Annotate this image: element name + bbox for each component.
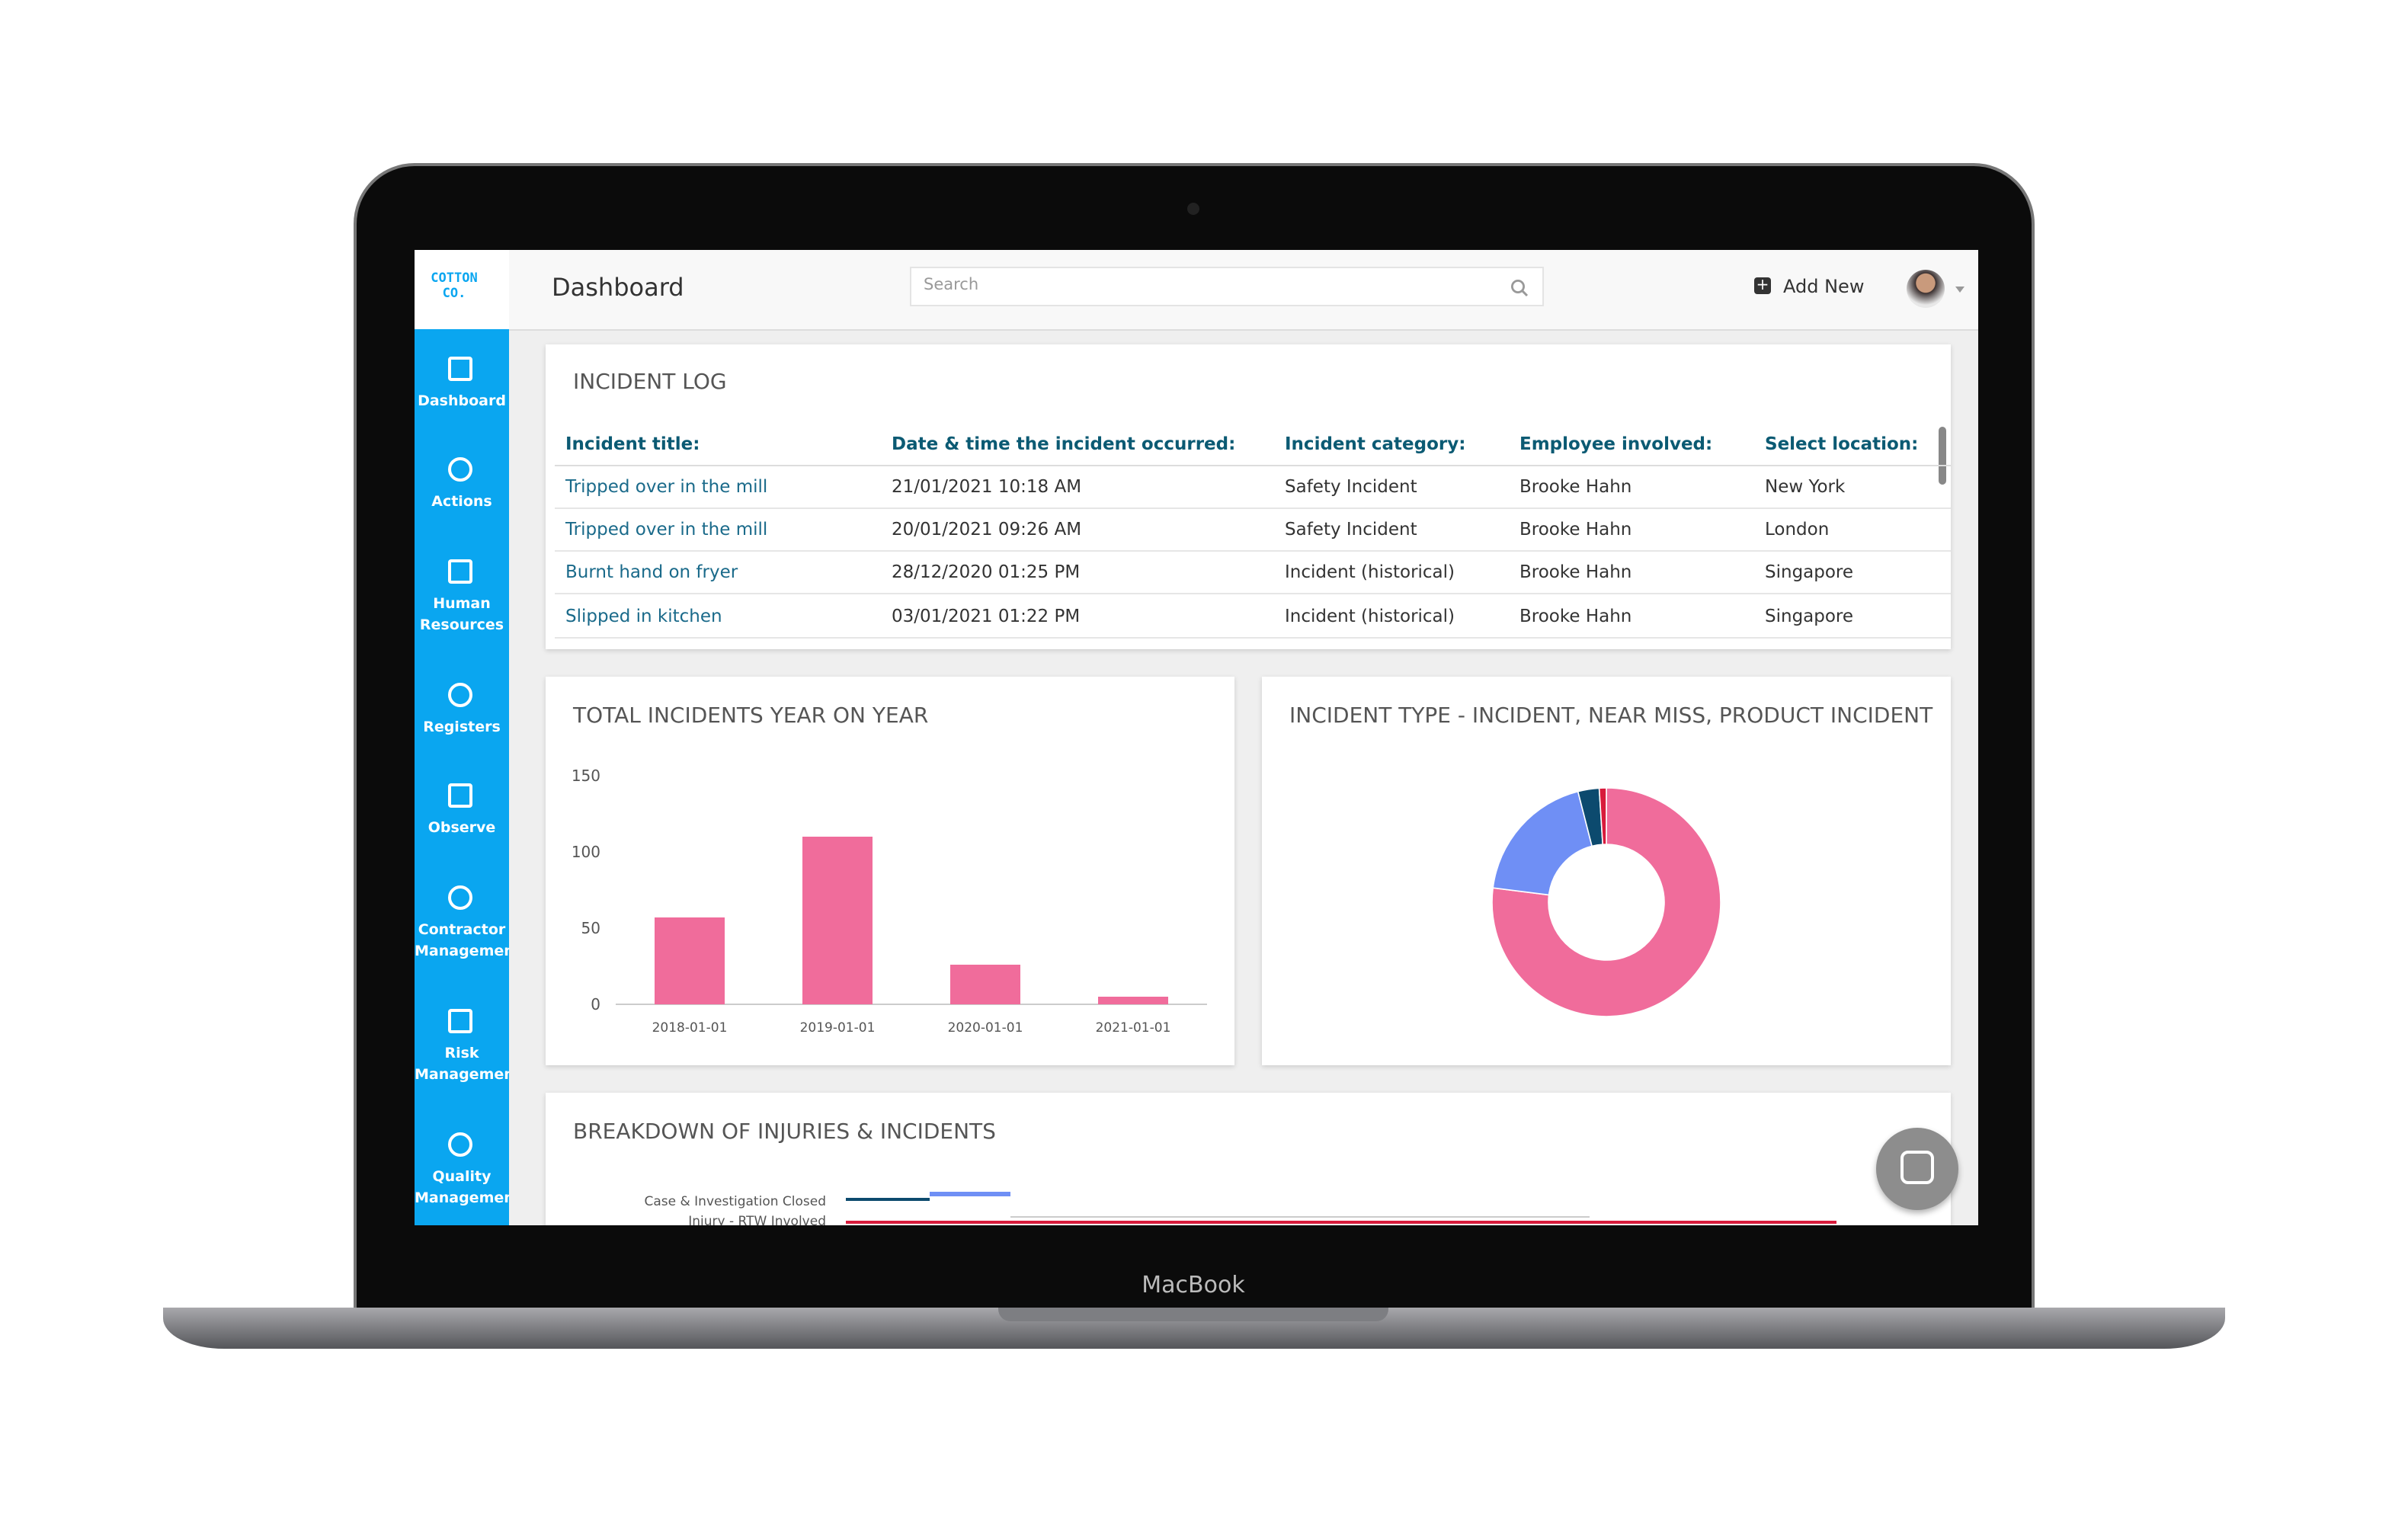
device-label: MacBook <box>1142 1271 1245 1298</box>
card-title: BREAKDOWN OF INJURIES & INCIDENTS <box>573 1120 996 1145</box>
row-divider <box>555 507 1951 509</box>
table-cell: 20/01/2021 09:26 AM <box>892 518 1082 539</box>
sidebar-icon <box>448 683 472 707</box>
column-header: Date & time the incident occurred: <box>892 433 1236 454</box>
incident-link[interactable]: Slipped in kitchen <box>565 605 722 626</box>
sidebar-item[interactable]: Registers <box>423 719 501 736</box>
y-tick-label: 0 <box>591 995 600 1013</box>
table-cell: Brooke Hahn <box>1519 518 1632 539</box>
pie-slice <box>1598 787 1607 845</box>
sidebar-icon <box>448 885 472 910</box>
breakdown-line <box>930 1192 1010 1196</box>
column-header: Select location: <box>1765 433 1919 454</box>
table-cell: 28/12/2020 01:25 PM <box>892 561 1081 582</box>
table-cell: Safety Incident <box>1285 475 1417 497</box>
table-cell: Incident (historical) <box>1285 605 1455 626</box>
table-cell: New York <box>1765 475 1846 497</box>
sidebar-icon <box>448 559 472 584</box>
sidebar-icon <box>448 457 472 482</box>
table-cell: Brooke Hahn <box>1519 561 1632 582</box>
breakdown-line <box>846 1198 930 1201</box>
page-title: Dashboard <box>552 273 684 302</box>
pie-slice <box>1492 790 1593 896</box>
breakdown-line <box>1010 1216 1590 1218</box>
avatar-caret <box>1955 287 1965 293</box>
x-tick-label: 2021-01-01 <box>1096 1020 1171 1036</box>
table-cell: 03/01/2021 01:22 PM <box>892 605 1081 626</box>
table-cell: Singapore <box>1765 605 1854 626</box>
screen: COTTON CO. Dashboard Search + Add New Da… <box>415 250 1978 1225</box>
row-divider <box>555 550 1951 552</box>
column-header: Incident category: <box>1285 433 1466 454</box>
column-header: Employee involved: <box>1519 433 1713 454</box>
bar <box>1098 997 1168 1004</box>
sidebar-icon <box>448 357 472 381</box>
sidebar: Dashboard Actions Human Resources Registers… <box>415 329 509 1225</box>
row-divider <box>555 637 1951 639</box>
table-cell: London <box>1765 518 1830 539</box>
sidebar-icon <box>448 1009 472 1033</box>
search-icon <box>1511 280 1529 297</box>
card-title: TOTAL INCIDENTS YEAR ON YEAR <box>573 704 929 728</box>
scrollbar <box>1939 427 1946 485</box>
table-cell: Singapore <box>1765 561 1854 582</box>
add-icon: + <box>1754 277 1771 294</box>
y-tick-label: 50 <box>581 919 600 937</box>
pie-slice <box>1491 787 1721 1017</box>
table-cell: 21/01/2021 10:18 AM <box>892 475 1082 497</box>
sidebar-icon <box>448 1132 472 1157</box>
column-header: Incident title: <box>565 433 700 454</box>
incident-link[interactable]: Tripped over in the mill <box>565 475 768 497</box>
x-tick-label: 2018-01-01 <box>652 1020 728 1036</box>
row-divider <box>555 465 1951 466</box>
bar <box>655 917 725 1004</box>
incident-log-card: INCIDENT LOG Incident title: Date & time … <box>546 344 1951 649</box>
breakdown-line <box>846 1221 1836 1224</box>
sidebar-item[interactable]: Observe <box>427 820 496 837</box>
incident-link[interactable]: Burnt hand on fryer <box>565 561 738 582</box>
sidebar-item[interactable]: Actions <box>431 494 492 511</box>
logo: COTTON CO. <box>431 271 478 302</box>
x-tick-label: 2020-01-01 <box>948 1020 1023 1036</box>
logo-box <box>415 250 509 329</box>
sidebar-item[interactable]: Quality Management <box>415 1169 509 1207</box>
search-placeholder: Search <box>924 276 979 294</box>
table-cell: Incident (historical) <box>1285 561 1455 582</box>
search-box[interactable]: Search <box>910 267 1544 306</box>
avatar[interactable] <box>1907 270 1945 308</box>
add-new-label: Add New <box>1783 276 1865 297</box>
breakdown-card: BREAKDOWN OF INJURIES & INCIDENTS Case &… <box>546 1093 1951 1225</box>
chat-button[interactable] <box>1876 1128 1958 1210</box>
card-title: INCIDENT LOG <box>573 370 727 395</box>
row-divider <box>555 593 1951 594</box>
bar <box>950 965 1020 1004</box>
card-title: INCIDENT TYPE - INCIDENT, NEAR MISS, PRO… <box>1289 704 1933 728</box>
camera <box>1187 203 1199 215</box>
y-tick-label: 100 <box>572 843 600 861</box>
sidebar-item[interactable]: Dashboard <box>418 393 506 410</box>
table-cell: Brooke Hahn <box>1519 605 1632 626</box>
table-cell: Brooke Hahn <box>1519 475 1632 497</box>
breakdown-label: Injury - RTW Involved <box>688 1215 826 1225</box>
bar <box>802 837 873 1004</box>
table-cell: Safety Incident <box>1285 518 1417 539</box>
chat-icon <box>1900 1151 1934 1184</box>
sidebar-item[interactable]: Contractor Management <box>415 922 509 960</box>
sidebar-item[interactable]: Risk Management <box>415 1045 509 1084</box>
sidebar-icon <box>448 783 472 808</box>
incident-link[interactable]: Tripped over in the mill <box>565 518 768 539</box>
laptop-notch <box>998 1308 1388 1321</box>
breakdown-label: Case & Investigation Closed <box>644 1195 827 1210</box>
x-tick-label: 2019-01-01 <box>800 1020 876 1036</box>
sidebar-item[interactable]: Human Resources <box>419 596 504 634</box>
y-tick-label: 150 <box>572 767 600 785</box>
